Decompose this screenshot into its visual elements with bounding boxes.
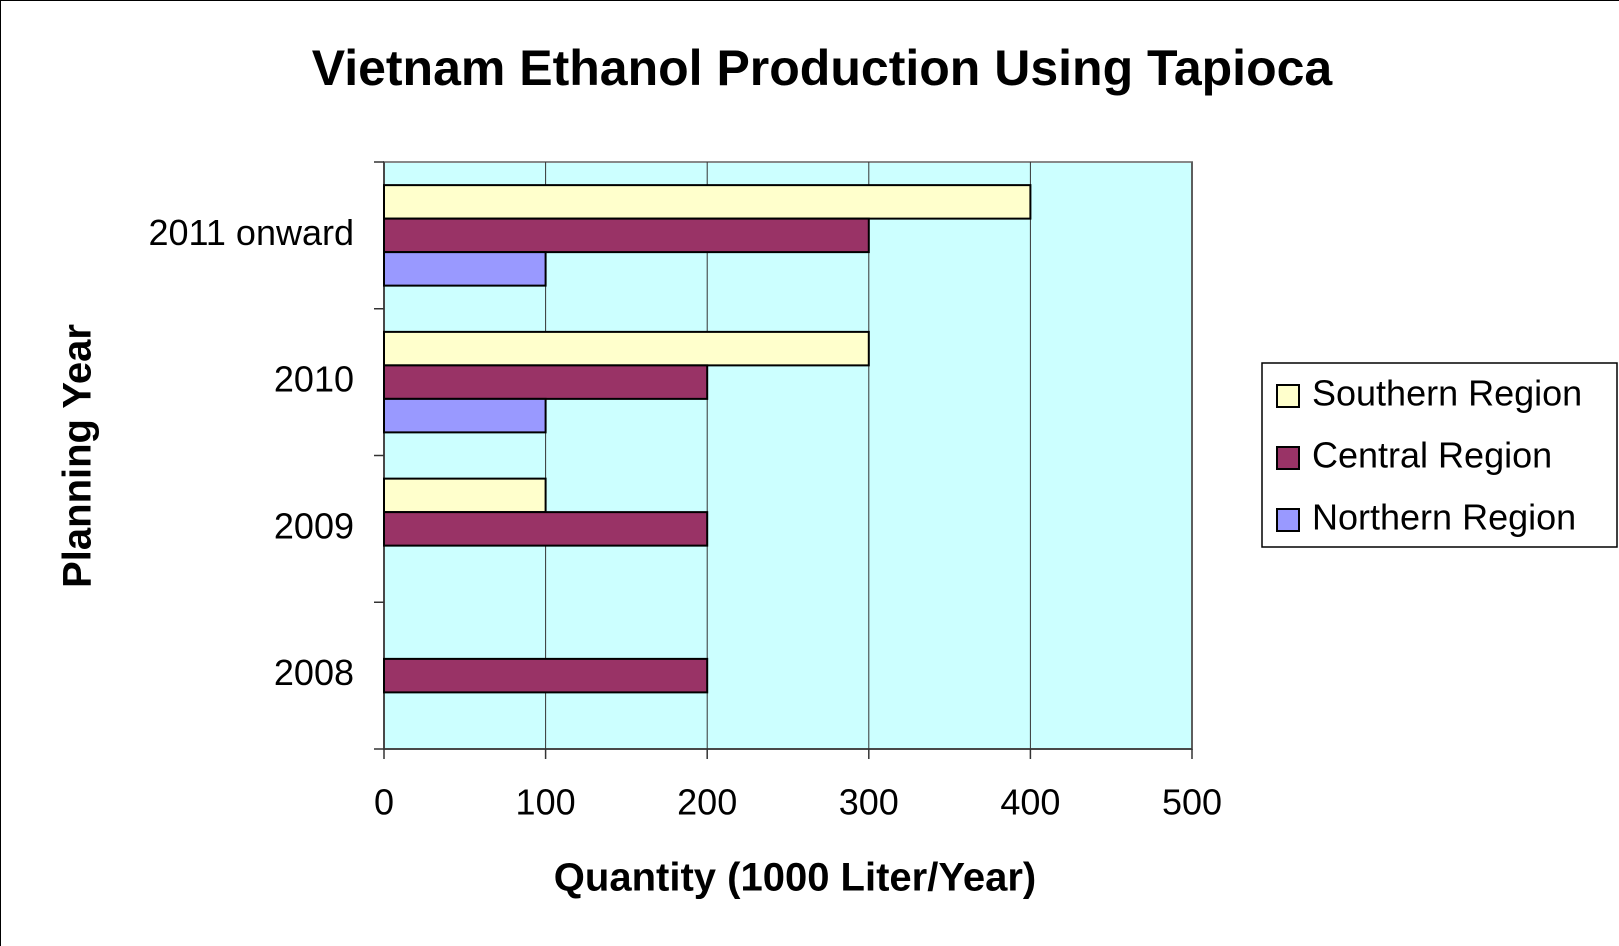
legend-label: Northern Region	[1312, 497, 1576, 538]
bar	[383, 217, 870, 254]
legend-box	[1261, 362, 1618, 548]
y-tick-label: 2010	[274, 359, 354, 400]
bar	[383, 330, 870, 367]
x-tick-label: 200	[677, 782, 737, 823]
bar	[383, 184, 1032, 220]
legend-swatch	[1276, 446, 1300, 470]
legend-label: Central Region	[1312, 435, 1552, 476]
x-tick-label: 100	[516, 782, 576, 823]
chart-title: Vietnam Ethanol Production Using Tapioca	[312, 40, 1334, 96]
x-tick-label: 500	[1162, 782, 1222, 823]
legend-swatch	[1276, 508, 1300, 532]
x-tick-label: 0	[374, 782, 394, 823]
bar	[383, 477, 547, 514]
bar	[383, 657, 709, 694]
bar	[383, 364, 709, 400]
x-tick-label: 400	[1000, 782, 1060, 823]
legend-swatch	[1276, 384, 1300, 408]
y-tick-label: 2011 onward	[149, 212, 355, 253]
x-tick-label: 300	[839, 782, 899, 823]
y-tick-label: 2009	[274, 505, 354, 546]
legend-label: Southern Region	[1312, 373, 1582, 414]
bar	[383, 251, 547, 287]
y-axis-title: Planning Year	[56, 324, 100, 588]
y-tick-label: 2008	[274, 652, 354, 693]
bar	[383, 511, 709, 547]
x-axis-title: Quantity (1000 Liter/Year)	[554, 856, 1036, 900]
bar	[383, 397, 547, 434]
